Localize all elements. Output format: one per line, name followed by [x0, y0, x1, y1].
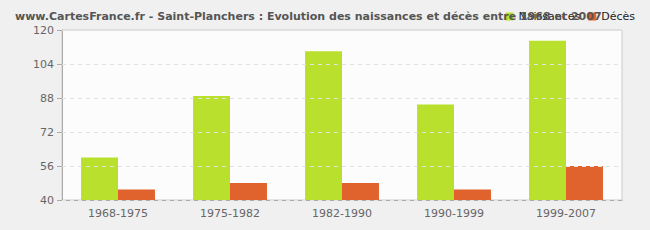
- svg-text:1975-1982: 1975-1982: [200, 207, 260, 220]
- svg-text:www.CartesFrance.fr - Saint-Pl: www.CartesFrance.fr - Saint-Planchers : …: [15, 10, 602, 23]
- svg-text:1990-1999: 1990-1999: [424, 207, 484, 220]
- svg-text:1999-2007: 1999-2007: [536, 207, 596, 220]
- svg-text:88: 88: [40, 92, 54, 105]
- svg-text:Décès: Décès: [601, 10, 635, 23]
- svg-text:72: 72: [40, 126, 54, 139]
- svg-text:56: 56: [40, 160, 54, 173]
- svg-text:40: 40: [40, 194, 54, 207]
- svg-text:1982-1990: 1982-1990: [312, 207, 372, 220]
- svg-text:120: 120: [33, 24, 54, 37]
- svg-text:104: 104: [33, 58, 54, 71]
- svg-text:1968-1975: 1968-1975: [88, 207, 148, 220]
